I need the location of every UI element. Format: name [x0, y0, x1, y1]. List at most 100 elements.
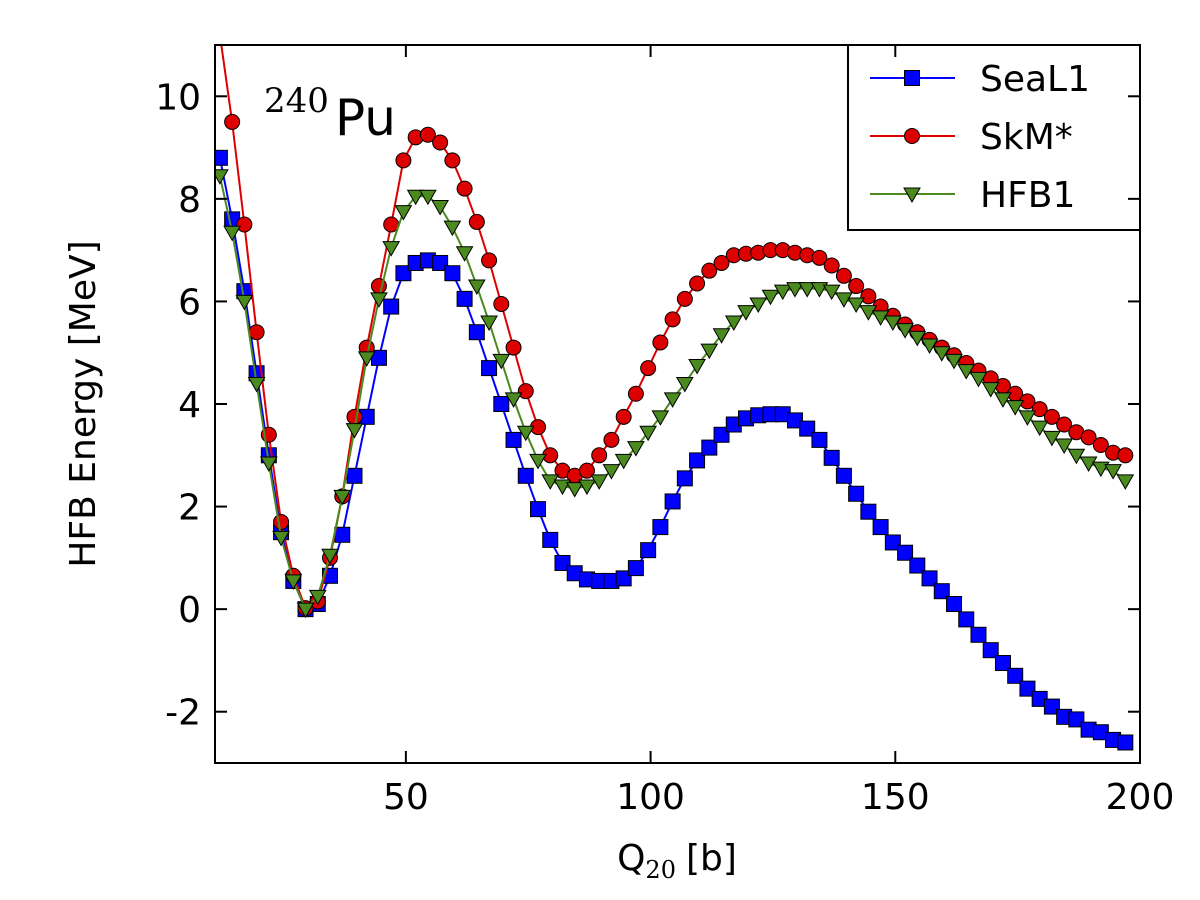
marker: [627, 385, 644, 402]
marker: [296, 602, 315, 619]
marker: [1092, 437, 1109, 454]
marker: [724, 315, 743, 331]
marker: [419, 189, 437, 206]
marker: [958, 611, 975, 628]
marker: [542, 531, 559, 548]
marker: [1104, 464, 1122, 480]
marker: [1043, 698, 1060, 715]
marker: [688, 359, 706, 375]
marker: [663, 392, 682, 408]
legend-marker: [904, 70, 920, 86]
marker: [382, 241, 401, 257]
marker: [481, 252, 498, 269]
marker: [713, 254, 730, 271]
legend-label: SeaL1: [980, 59, 1090, 100]
marker: [822, 284, 841, 301]
marker: [614, 453, 633, 470]
marker: [419, 126, 436, 143]
marker: [872, 519, 889, 536]
marker: [1117, 734, 1134, 751]
marker: [884, 534, 901, 551]
marker: [432, 254, 449, 271]
marker: [969, 371, 988, 388]
y-tick-label: 0: [178, 590, 201, 631]
marker: [481, 360, 498, 377]
annotation-mass: 240: [264, 81, 329, 121]
marker: [640, 360, 657, 377]
plot-area: [215, 45, 1135, 751]
marker: [554, 554, 571, 571]
marker: [847, 297, 865, 314]
marker: [516, 425, 535, 442]
x-tick-label: 100: [616, 777, 685, 818]
marker: [627, 560, 644, 577]
marker: [517, 383, 534, 400]
marker: [565, 482, 584, 498]
marker: [284, 574, 303, 590]
marker: [1056, 416, 1073, 433]
marker: [1117, 447, 1134, 464]
marker: [1006, 400, 1025, 416]
marker: [773, 284, 792, 301]
marker: [492, 353, 511, 370]
marker: [215, 149, 228, 166]
marker: [480, 315, 498, 331]
x-axis-label: Q20 [b]: [617, 838, 737, 884]
marker: [848, 278, 865, 295]
x-label-sub: 20: [645, 856, 676, 884]
marker: [689, 452, 706, 469]
marker: [493, 396, 510, 412]
marker: [1068, 711, 1085, 728]
marker: [823, 257, 840, 274]
marker: [652, 334, 669, 351]
marker: [273, 513, 290, 530]
marker: [786, 412, 803, 429]
marker: [848, 485, 865, 502]
marker: [945, 353, 963, 370]
marker: [1018, 410, 1037, 426]
marker: [553, 479, 572, 496]
annotation-element: Pu: [335, 89, 396, 147]
marker: [247, 376, 266, 393]
marker: [1043, 408, 1060, 425]
marker: [712, 328, 731, 344]
legend-marker: [903, 187, 921, 204]
marker: [248, 324, 265, 341]
marker: [615, 408, 632, 425]
marker: [467, 279, 486, 296]
marker: [921, 570, 938, 587]
marker: [761, 289, 780, 306]
x-tick-label: 50: [383, 777, 429, 818]
marker: [505, 431, 522, 448]
marker: [370, 292, 388, 308]
marker: [908, 330, 927, 347]
marker: [346, 467, 363, 484]
legend: SeaL1 SkM* HFB1: [847, 44, 1141, 231]
marker: [701, 262, 718, 279]
legend-marker: [904, 128, 920, 144]
marker: [689, 275, 706, 292]
marker: [357, 351, 376, 367]
marker: [468, 324, 485, 341]
marker: [811, 431, 828, 448]
marker: [578, 462, 595, 479]
x-tick-label: 200: [1106, 777, 1175, 818]
marker: [504, 392, 523, 408]
marker: [627, 441, 645, 457]
marker: [883, 315, 902, 331]
marker: [823, 449, 840, 466]
marker: [541, 474, 560, 490]
marker: [517, 467, 534, 484]
marker: [395, 152, 412, 169]
marker: [235, 294, 254, 311]
marker: [713, 426, 730, 443]
y-axis-label: HFB Energy [MeV]: [63, 240, 104, 567]
marker: [456, 290, 473, 307]
y-tick-label: 6: [178, 282, 201, 323]
marker: [603, 431, 620, 448]
marker: [652, 519, 669, 536]
marker: [602, 464, 621, 480]
marker: [443, 220, 462, 237]
y-tick-label: 4: [178, 385, 201, 426]
